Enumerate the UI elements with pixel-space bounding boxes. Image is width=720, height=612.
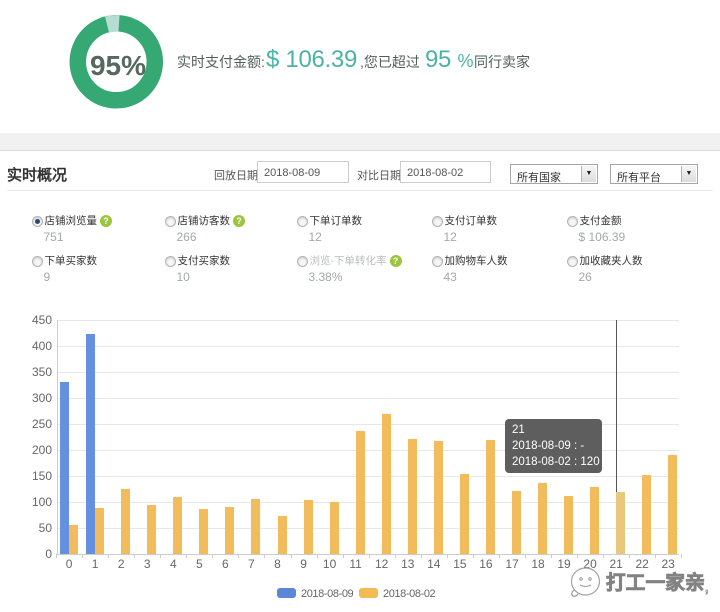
svg-text:,: ,	[705, 580, 709, 595]
svg-text:95%: 95%	[90, 50, 146, 81]
svg-text:打工一家亲: 打工一家亲	[606, 571, 705, 594]
